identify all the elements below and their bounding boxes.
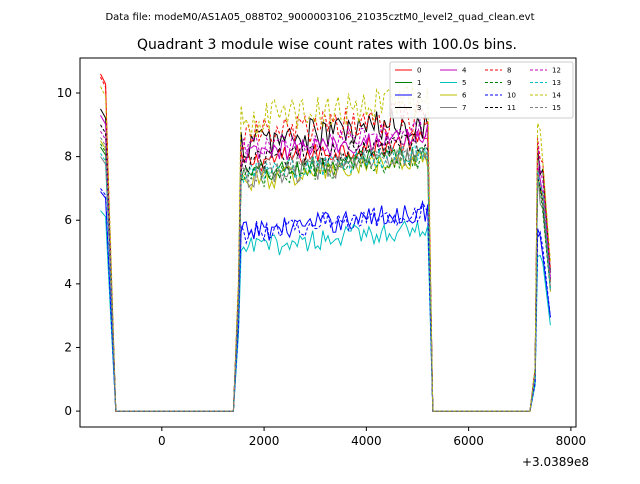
series-line-13 (100, 144, 551, 412)
series-line-5 (100, 210, 551, 412)
x-tick-label-2000: 2000 (249, 434, 280, 448)
legend-label-5: 5 (462, 79, 466, 87)
legend-label-1: 1 (417, 79, 421, 87)
legend-label-9: 9 (507, 79, 511, 87)
legend-label-14: 14 (552, 92, 561, 100)
series-line-9 (100, 143, 551, 412)
x-tick-label-6000: 6000 (453, 434, 484, 448)
series-line-2 (100, 191, 551, 412)
legend-label-13: 13 (552, 79, 561, 87)
series-line-11 (100, 124, 551, 412)
y-tick-label-4: 4 (64, 277, 72, 291)
legend-label-12: 12 (552, 67, 561, 75)
x-ticks: 0 2000 4000 6000 8000 (158, 427, 586, 448)
legend-label-8: 8 (507, 67, 511, 75)
series-line-7 (100, 148, 551, 412)
y-tick-label-6: 6 (64, 213, 72, 227)
y-tick-label-8: 8 (64, 150, 72, 164)
series-line-15 (100, 137, 551, 412)
legend-label-3: 3 (417, 104, 421, 112)
series-line-12 (100, 119, 551, 412)
series-layer (100, 73, 551, 412)
legend-label-0: 0 (417, 67, 421, 75)
series-line-10 (100, 188, 551, 412)
legend-label-11: 11 (507, 104, 516, 112)
legend-label-7: 7 (462, 104, 466, 112)
y-ticks: 0 2 4 6 8 10 (57, 86, 80, 418)
chart-title: Quadrant 3 module wise count rates with … (137, 37, 517, 53)
series-line-4 (100, 115, 551, 412)
x-tick-label-8000: 8000 (556, 434, 587, 448)
y-tick-label-0: 0 (64, 404, 72, 418)
axes-frame (79, 57, 577, 428)
legend-label-6: 6 (462, 92, 467, 100)
series-line-8 (100, 76, 551, 412)
x-tick-label-0: 0 (158, 434, 166, 448)
data-file-label: Data file: modeM0/AS1A05_088T02_90000031… (105, 12, 534, 23)
x-tick-label-4000: 4000 (351, 434, 382, 448)
legend-box (389, 61, 574, 119)
legend-label-2: 2 (417, 92, 421, 100)
legend-label-15: 15 (552, 104, 561, 112)
x-offset-label: +3.0389e8 (522, 455, 589, 469)
legend-label-4: 4 (462, 67, 467, 75)
y-tick-label-2: 2 (64, 340, 72, 354)
y-tick-label-10: 10 (57, 86, 72, 100)
legend-label-10: 10 (507, 92, 516, 100)
